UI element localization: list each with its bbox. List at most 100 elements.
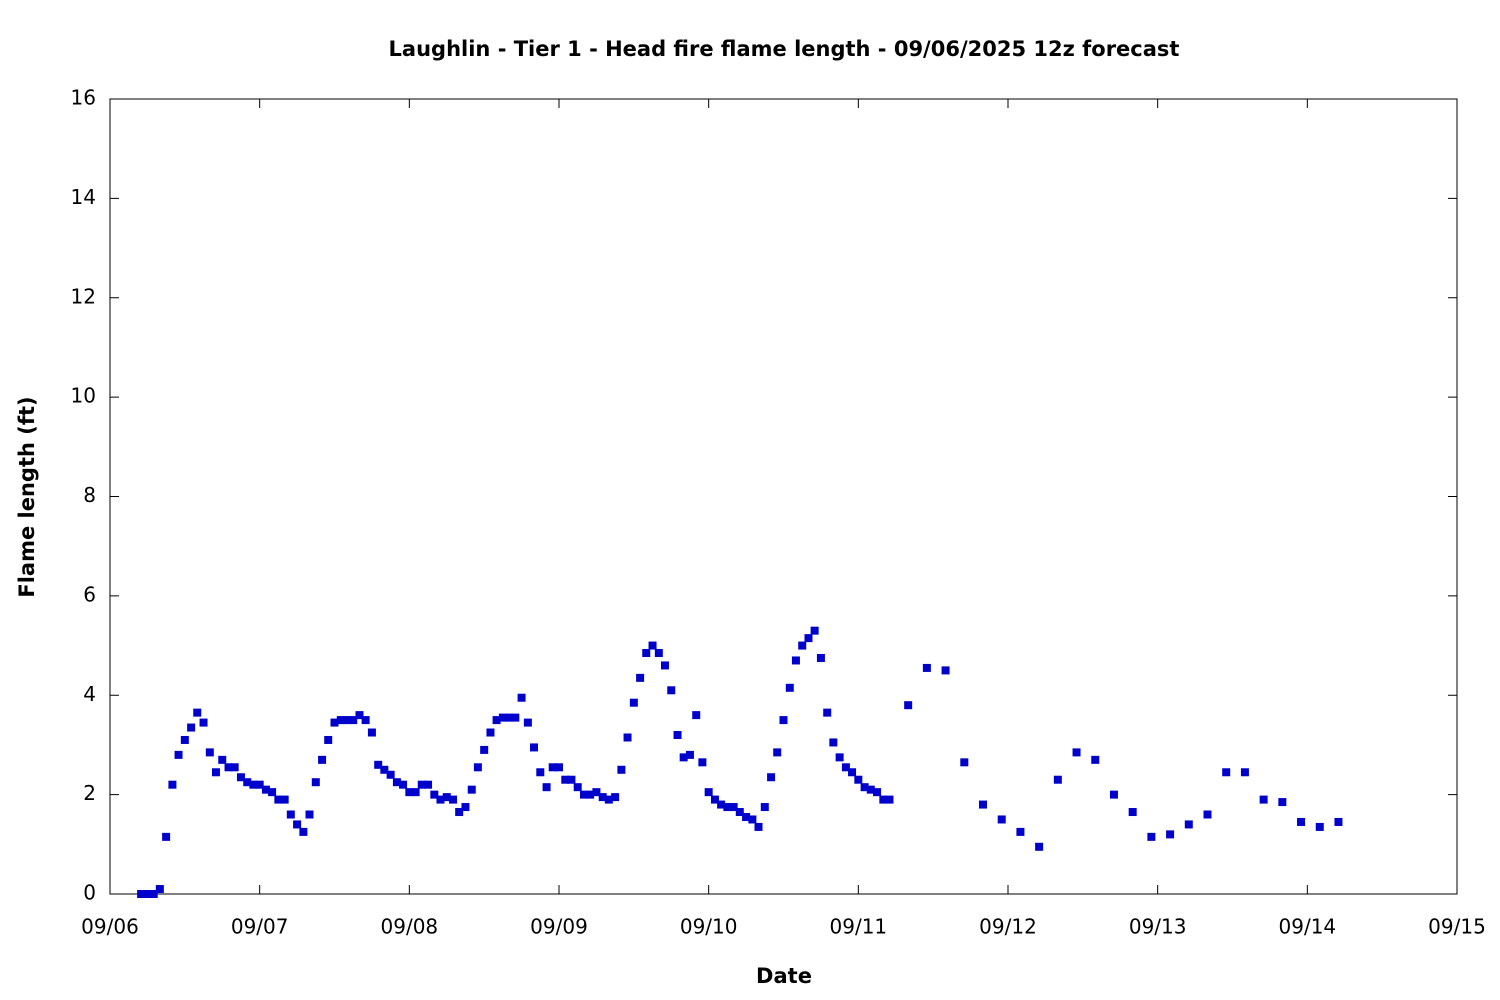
x-tick-label: 09/15 (1428, 915, 1486, 939)
data-point (1240, 768, 1249, 777)
data-point (143, 890, 152, 898)
data-point (274, 795, 283, 804)
data-point (629, 698, 638, 707)
data-point (392, 778, 401, 787)
y-tick-label: 8 (83, 483, 96, 507)
x-tick-label: 09/11 (830, 915, 888, 939)
data-point (280, 795, 289, 804)
data-point (168, 780, 177, 789)
y-tick-label: 12 (71, 284, 96, 308)
data-point (579, 790, 588, 799)
y-tick-label: 10 (71, 384, 96, 408)
data-point (573, 783, 582, 792)
data-point (1315, 822, 1324, 831)
data-point (374, 760, 383, 769)
data-point (137, 890, 146, 898)
data-point (773, 748, 782, 757)
data-point (1259, 795, 1268, 804)
data-point (1203, 810, 1212, 819)
data-point (1035, 842, 1044, 851)
data-point (791, 656, 800, 665)
data-point (155, 885, 164, 894)
data-point (505, 713, 514, 722)
x-tick-label: 09/06 (81, 915, 139, 939)
data-point (729, 803, 738, 812)
data-point (255, 780, 264, 789)
data-point (1109, 790, 1118, 799)
data-point (823, 708, 832, 717)
data-point (829, 738, 838, 747)
data-point (1334, 817, 1343, 826)
data-point (180, 735, 189, 744)
data-point (548, 763, 557, 772)
x-tick-label: 09/14 (1279, 915, 1337, 939)
data-point (542, 783, 551, 792)
data-point (511, 713, 520, 722)
data-point (249, 780, 258, 789)
data-point (810, 626, 819, 635)
data-point (667, 686, 676, 695)
data-point (804, 634, 813, 643)
data-point (349, 716, 358, 725)
data-point (654, 649, 663, 658)
data-point (149, 890, 158, 898)
data-point (330, 718, 339, 727)
data-point (1128, 808, 1137, 817)
data-point (311, 778, 320, 787)
data-point (997, 815, 1006, 824)
data-point (424, 780, 433, 789)
data-point (230, 763, 239, 772)
plot-frame (109, 98, 1458, 895)
y-tick-label: 4 (83, 682, 96, 706)
data-point (748, 815, 757, 824)
data-point (1053, 775, 1062, 784)
x-tick-label: 09/13 (1129, 915, 1187, 939)
data-point (218, 755, 227, 764)
data-point (885, 795, 894, 804)
data-point (754, 822, 763, 831)
data-point (411, 788, 420, 797)
x-tick-label: 09/07 (231, 915, 289, 939)
data-point (854, 775, 863, 784)
data-point (623, 733, 632, 742)
x-tick-label: 09/12 (979, 915, 1037, 939)
data-point (717, 800, 726, 809)
data-point (873, 788, 882, 797)
data-point (555, 763, 563, 772)
data-point (586, 790, 595, 799)
data-point (735, 808, 744, 817)
data-point (698, 758, 707, 767)
data-point (205, 748, 214, 757)
data-point (685, 750, 694, 759)
data-point (636, 673, 645, 682)
data-point (760, 803, 769, 812)
data-point (922, 663, 931, 672)
data-point (442, 793, 451, 802)
data-point (174, 750, 183, 759)
data-point (211, 768, 220, 777)
data-point (979, 800, 988, 809)
data-point (380, 765, 389, 774)
data-point (904, 701, 913, 710)
data-point (835, 753, 844, 762)
data-point (798, 641, 807, 650)
data-point (261, 785, 270, 794)
data-point (723, 803, 732, 812)
data-point (679, 753, 688, 762)
data-point (480, 745, 489, 754)
data-point (816, 653, 825, 662)
data-point (305, 810, 314, 819)
y-tick-label: 2 (83, 781, 96, 805)
data-point (617, 765, 626, 774)
data-point (386, 770, 395, 779)
data-point (742, 812, 751, 821)
data-point (604, 795, 613, 804)
data-point (486, 728, 495, 737)
y-axis-label: Flame length (ft) (15, 396, 39, 597)
data-point (767, 773, 776, 782)
data-point (567, 775, 576, 784)
data-point (692, 711, 701, 720)
data-point (1091, 755, 1100, 764)
data-point (430, 790, 439, 799)
